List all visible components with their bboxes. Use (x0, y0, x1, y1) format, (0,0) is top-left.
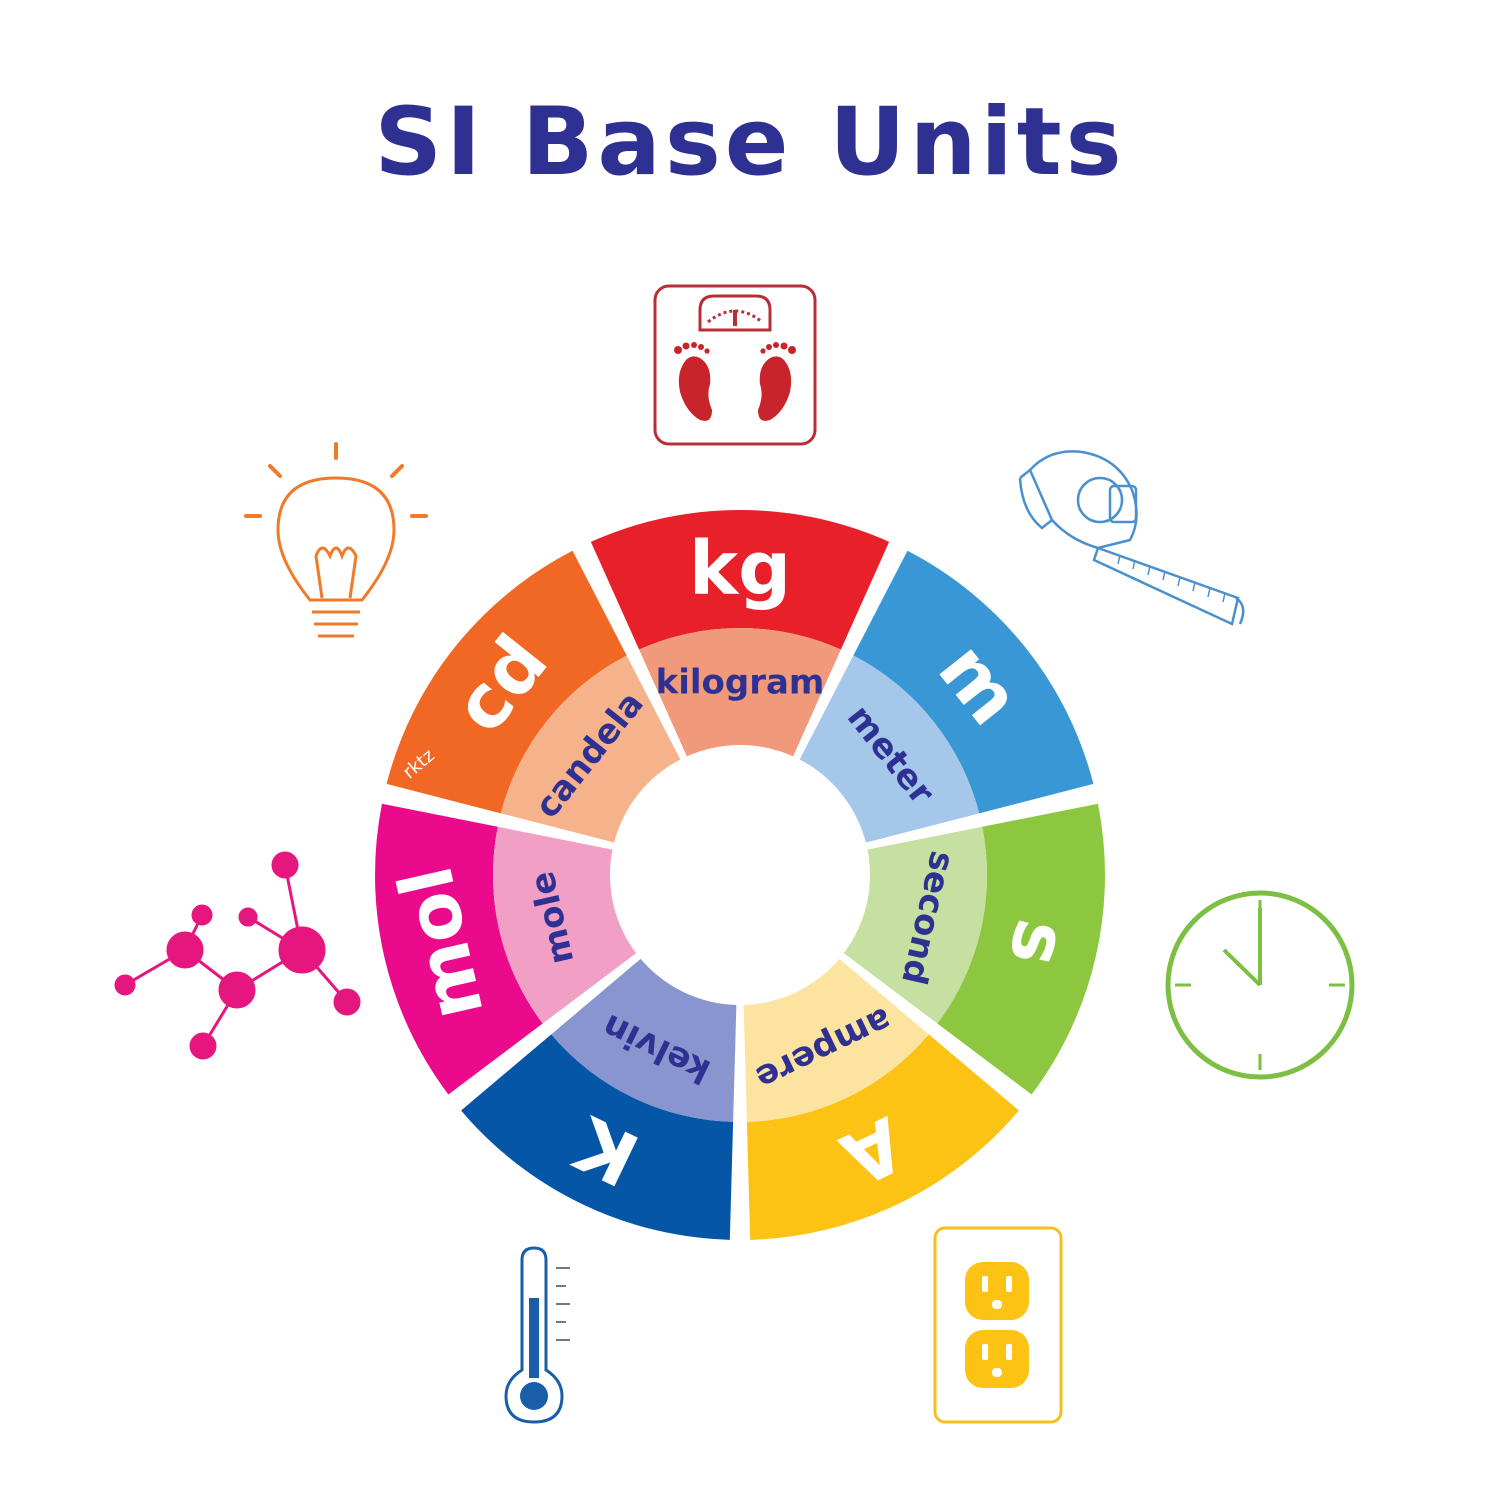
light-bulb-icon (244, 442, 428, 638)
tape-measure-icon (1018, 450, 1245, 626)
power-outlet-icon (933, 1226, 1063, 1424)
segment-inner-kilogram (639, 628, 841, 757)
segment-outer-kilogram (590, 510, 890, 650)
unit-symbol-kilogram: kg (689, 526, 791, 612)
segment-outer-mole (375, 803, 543, 1095)
segment-outer-kelvin (461, 1034, 734, 1240)
molecule-icon (114, 851, 361, 1060)
segment-outer-candela (386, 550, 627, 814)
segment-outer-second (937, 803, 1105, 1095)
thermometer-icon (504, 1246, 570, 1424)
segment-inner-second (843, 826, 988, 1024)
segment-inner-meter (799, 655, 980, 843)
weighing-scale-icon (653, 284, 817, 446)
segment-inner-ampere (743, 958, 929, 1122)
page-title: SI Base Units (374, 88, 1126, 197)
unit-name-kilogram: kilogram (656, 663, 825, 703)
segment-outer-ampere (746, 1034, 1019, 1240)
clock-icon (1165, 890, 1355, 1080)
segment-inner-candela (500, 655, 681, 843)
segment-outer-meter (853, 550, 1094, 814)
segment-inner-kelvin (551, 958, 737, 1122)
segment-inner-mole (492, 826, 637, 1024)
